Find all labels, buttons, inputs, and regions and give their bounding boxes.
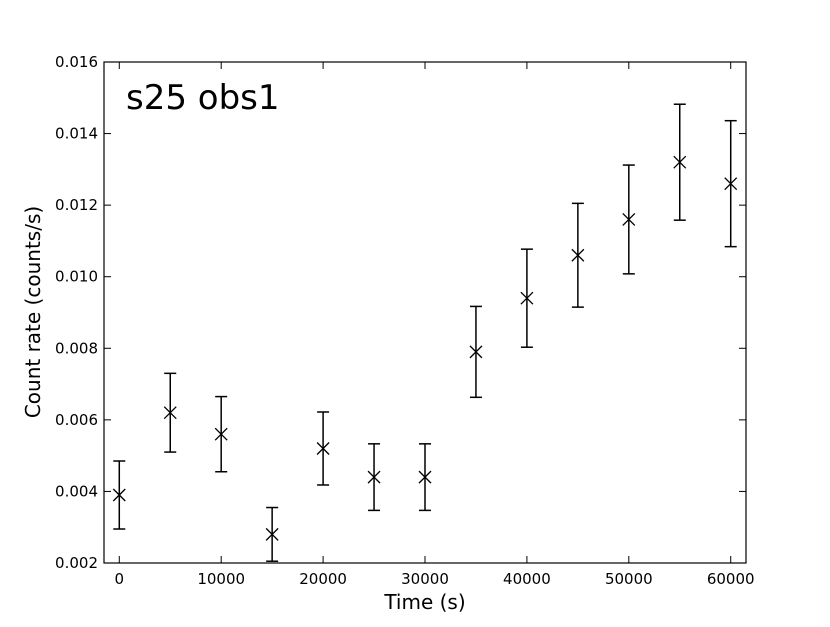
x-marker-stroke bbox=[673, 155, 687, 169]
y-tick-label: 0.006 bbox=[55, 411, 98, 429]
x-marker-stroke bbox=[367, 470, 381, 484]
x-marker-stroke bbox=[571, 248, 585, 262]
y-tick-label: 0.014 bbox=[55, 125, 98, 143]
x-marker-stroke bbox=[163, 406, 177, 420]
x-marker-stroke bbox=[469, 345, 483, 359]
x-tick-label: 10000 bbox=[197, 570, 245, 588]
x-axis-label: Time (s) bbox=[383, 590, 465, 614]
x-marker-stroke bbox=[316, 442, 330, 455]
x-marker-stroke bbox=[265, 527, 279, 541]
data-point bbox=[418, 443, 432, 512]
data-point bbox=[622, 164, 636, 275]
x-marker-stroke bbox=[214, 427, 228, 441]
axis-ticks: 0 10000 20000 30000 40000 50000 60000 0.002 0.00… bbox=[55, 53, 755, 588]
y-tick-label: 0.010 bbox=[55, 268, 98, 286]
y-tick-label: 0.012 bbox=[55, 196, 98, 214]
y-tick-label: 0.016 bbox=[55, 53, 98, 71]
data-point bbox=[571, 202, 585, 308]
y-tick-label: 0.008 bbox=[55, 339, 98, 357]
x-marker-stroke bbox=[112, 488, 126, 502]
y-axis-label: Count rate (counts/s) bbox=[21, 206, 45, 418]
y-tick-label: 0.002 bbox=[55, 554, 98, 572]
x-tick-label: 50000 bbox=[605, 570, 653, 588]
data-point bbox=[112, 460, 126, 530]
x-marker-stroke bbox=[418, 470, 432, 484]
data-point bbox=[673, 103, 687, 221]
x-tick-label: 20000 bbox=[299, 570, 347, 588]
data-point bbox=[316, 411, 330, 486]
x-marker-stroke bbox=[622, 212, 636, 226]
x-tick-label: 60000 bbox=[707, 570, 755, 588]
data-point bbox=[163, 372, 177, 453]
x-marker-stroke bbox=[724, 177, 738, 191]
data-point bbox=[367, 443, 381, 512]
x-tick-label: 0 bbox=[115, 570, 125, 588]
data-point bbox=[724, 119, 738, 248]
data-point bbox=[520, 248, 534, 348]
y-tick-label: 0.004 bbox=[55, 482, 98, 500]
data-point bbox=[214, 395, 228, 473]
x-marker-stroke bbox=[520, 291, 534, 305]
x-tick-label: 40000 bbox=[503, 570, 551, 588]
data-point bbox=[265, 506, 279, 562]
data-point bbox=[469, 305, 483, 399]
x-tick-label: 30000 bbox=[401, 570, 449, 588]
plot-layer bbox=[112, 103, 738, 562]
chart-title: s25 obs1 bbox=[126, 78, 280, 118]
